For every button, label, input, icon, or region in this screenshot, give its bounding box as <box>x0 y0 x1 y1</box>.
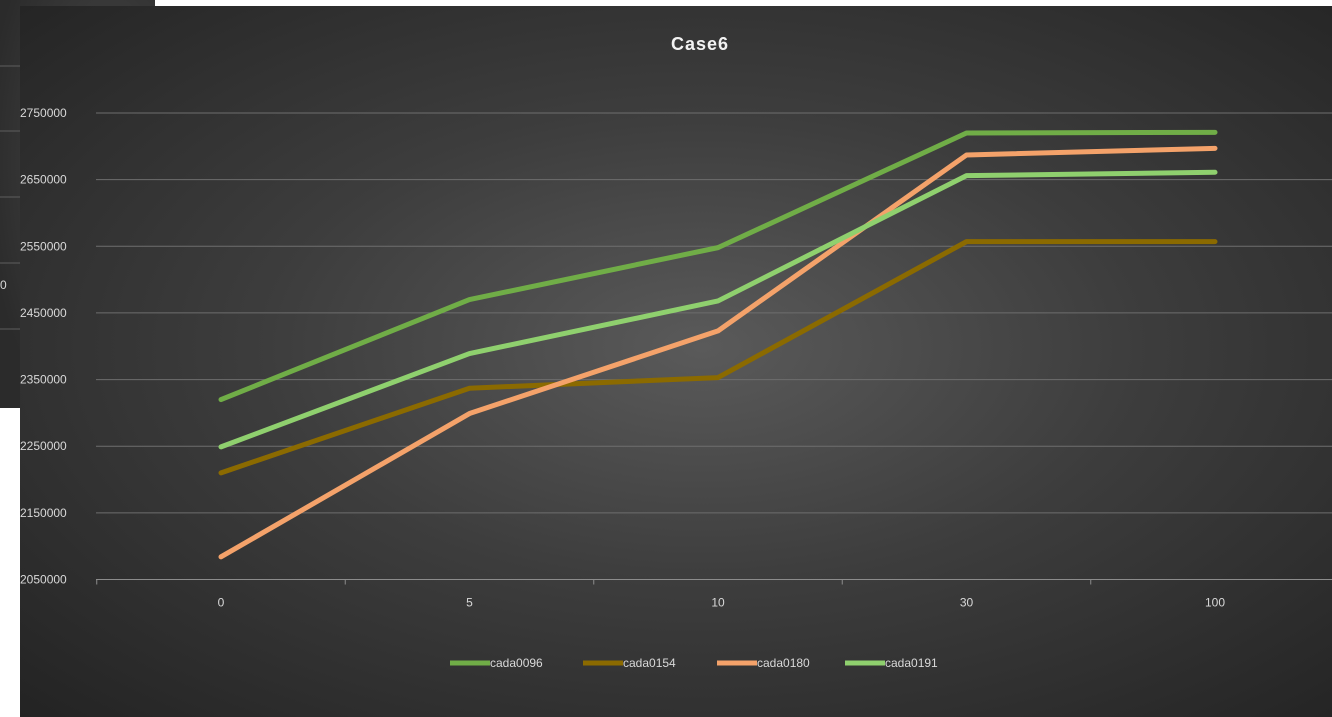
x-tick-label: 5 <box>466 596 473 610</box>
x-axis: 0 5 10 30 100 <box>96 579 1225 610</box>
legend-label: cada0191 <box>885 656 938 670</box>
x-tick-label: 10 <box>711 596 725 610</box>
x-tick-label: 30 <box>960 596 974 610</box>
x-tick-label: 0 <box>218 596 225 610</box>
gridlines <box>96 112 1332 580</box>
y-tick-label: 2150000 <box>20 506 67 520</box>
legend-label: cada0154 <box>623 656 676 670</box>
background-tick-label: 0 <box>0 278 7 292</box>
chart-svg: Case6 2050000 2150000 2250000 2350000 245000… <box>20 34 1332 670</box>
line-chart: Case6 2050000 2150000 2250000 2350000 245000… <box>20 6 1332 717</box>
legend-label: cada0096 <box>490 656 543 670</box>
y-tick-label: 2050000 <box>20 573 67 587</box>
y-tick-label: 2250000 <box>20 439 67 453</box>
y-tick-label: 2550000 <box>20 239 67 253</box>
legend-label: cada0180 <box>757 656 810 670</box>
series-line-cada0154 <box>218 239 1218 476</box>
y-tick-label: 2450000 <box>20 306 67 320</box>
chart-title: Case6 <box>671 34 729 54</box>
legend: cada0096 cada0154 cada0180 cada0191 <box>450 656 938 670</box>
y-tick-label: 2650000 <box>20 173 67 187</box>
series-line-cada0180 <box>218 145 1218 560</box>
series-line-cada0191 <box>218 169 1218 450</box>
series-line-cada0096 <box>218 129 1218 403</box>
y-tick-label: 2350000 <box>20 373 67 387</box>
x-tick-label: 100 <box>1205 596 1225 610</box>
series-lines <box>218 129 1218 560</box>
y-axis-labels: 2050000 2150000 2250000 2350000 2450000 25500… <box>20 106 67 587</box>
y-tick-label: 2750000 <box>20 106 67 120</box>
